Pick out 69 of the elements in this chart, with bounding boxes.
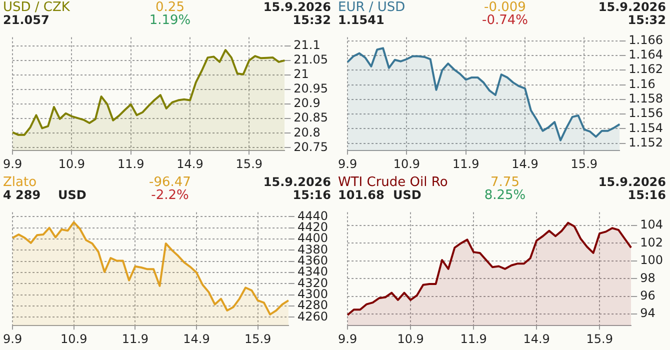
y-tick-label: 94	[640, 306, 656, 320]
chart-title: WTI Crude Oil Ro	[338, 175, 448, 190]
x-tick-label: 9.9	[2, 156, 22, 171]
x-tick-label: 10.9	[58, 156, 86, 171]
x-tick-label: 10.9	[393, 156, 420, 171]
y-tick-label: 20.8	[294, 125, 320, 140]
chart-title: Zlato	[3, 175, 37, 190]
text: 21.057	[3, 13, 50, 27]
text: 7.75	[490, 175, 520, 190]
y-tick-label: 1.158	[628, 92, 664, 106]
x-tick-label: 14.9	[183, 332, 210, 346]
text: -0.74%	[481, 13, 529, 28]
text: -0.009	[484, 0, 526, 15]
y-tick-label: 100	[640, 253, 663, 268]
text: 0.25	[156, 0, 184, 15]
x-tick-label: 11.9	[460, 332, 487, 346]
text: 15:32	[292, 13, 331, 27]
x-tick-label: 14.9	[523, 332, 550, 346]
x-tick-label: 11.9	[122, 332, 149, 346]
x-tick-label: 11.9	[452, 156, 480, 171]
text: 15:16	[628, 188, 666, 202]
x-tick-label: 9.9	[338, 156, 358, 171]
y-tick-label: 104	[640, 218, 663, 232]
y-tick-label: 4300	[297, 287, 328, 301]
x-tick-label: 10.9	[60, 332, 88, 346]
text: 15:16	[292, 188, 331, 202]
y-tick-label: 1.166	[628, 32, 664, 47]
text: 15.9.2026	[263, 0, 331, 14]
text: 101.68	[338, 188, 384, 202]
x-tick-label: 15.9	[570, 156, 598, 171]
y-tick-label: 20.9	[294, 96, 320, 110]
y-tick-label: 1.164	[628, 48, 664, 62]
text: USD	[393, 188, 422, 202]
y-tick-label: 96	[640, 288, 656, 302]
text: -2.2%	[150, 188, 190, 203]
text: 1.19%	[148, 13, 192, 28]
y-tick-label: 21	[294, 67, 309, 82]
y-tick-label: 98	[640, 270, 656, 285]
text: 1.1541	[338, 13, 384, 27]
text: USD	[58, 188, 86, 202]
text: 15.9.2026	[598, 0, 666, 14]
y-tick-label: 20.95	[294, 82, 328, 96]
y-tick-label: 21.1	[294, 38, 320, 52]
text: 15.9.2026	[263, 175, 331, 189]
text: 8.25%	[483, 188, 527, 203]
y-tick-label: 1.154	[628, 120, 664, 135]
x-tick-label: 11.9	[117, 156, 144, 171]
chart-title: EUR / USD	[338, 0, 406, 15]
text: 15.9.2026	[598, 175, 666, 189]
x-tick-label: 15.9	[236, 156, 263, 171]
text: 4 289	[3, 188, 41, 202]
y-tick-label: 1.16	[628, 76, 656, 91]
text: 15:32	[628, 13, 666, 27]
y-tick-label: 1.156	[628, 106, 664, 120]
y-tick-label: 1.162	[628, 62, 664, 76]
x-tick-label: 15.9	[586, 332, 613, 346]
x-tick-label: 14.9	[176, 156, 204, 171]
y-tick-label: 102	[640, 235, 663, 250]
y-tick-label: 21.05	[294, 52, 328, 67]
y-tick-label: 1.152	[628, 135, 664, 150]
y-tick-label: 20.85	[294, 110, 328, 125]
chart-title: USD / CZK	[3, 0, 70, 15]
x-tick-label: 14.9	[512, 156, 538, 171]
x-tick-label: 9.9	[338, 332, 358, 346]
y-tick-label: 20.75	[294, 140, 328, 154]
x-tick-label: 15.9	[244, 332, 272, 346]
x-tick-label: 9.9	[2, 332, 22, 346]
x-tick-label: 10.9	[397, 332, 424, 346]
text: -96.47	[148, 175, 192, 190]
